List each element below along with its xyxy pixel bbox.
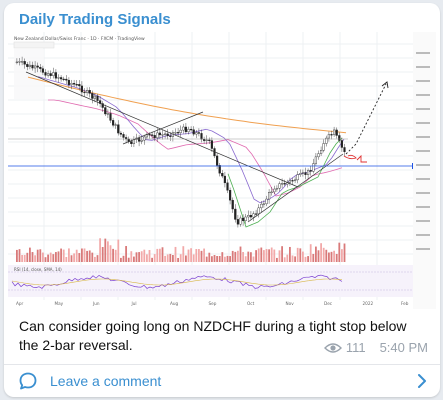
view-count: 111 bbox=[345, 340, 366, 355]
trendline-up bbox=[247, 153, 344, 223]
x-axis-label: Dec bbox=[324, 301, 333, 306]
message-text: Can consider going long on NZDCHF during… bbox=[19, 318, 407, 353]
stop-annotation bbox=[343, 154, 367, 163]
channel-name[interactable]: Daily Trading Signals bbox=[19, 11, 171, 28]
x-axis-label: May bbox=[55, 301, 64, 306]
ma-orange-line bbox=[27, 76, 347, 134]
tradingview-chart: New Zealand Dollar/Swiss Franc · 1D · FX… bbox=[8, 32, 436, 309]
time-axis: Apr May Jun Jul Aug Sep Oct Nov Dec 2022 Feb bbox=[16, 301, 409, 306]
rsi-signal-line bbox=[11, 278, 343, 286]
projection-dashed-line bbox=[345, 83, 387, 155]
projection-arrow bbox=[381, 81, 389, 89]
divider bbox=[4, 364, 440, 365]
x-axis-label: Apr bbox=[16, 301, 24, 306]
chart-header: New Zealand Dollar/Swiss Franc · 1D · FX… bbox=[14, 36, 145, 42]
x-axis-label: Jun bbox=[92, 301, 100, 306]
rsi-label: RSI (14, close, SMA, 14) bbox=[14, 267, 62, 272]
candlesticks bbox=[15, 56, 346, 228]
rsi-line bbox=[11, 274, 343, 289]
volume-bars bbox=[16, 238, 346, 262]
message-card: Daily Trading Signals New Zealand Dollar… bbox=[4, 3, 440, 397]
x-axis-label: Feb bbox=[401, 301, 409, 306]
ma-green-line bbox=[227, 137, 343, 228]
chart-indicator-list bbox=[14, 49, 44, 99]
message-meta: 111 5:40 PM bbox=[323, 340, 428, 355]
comment-bubble-icon bbox=[19, 372, 37, 390]
leave-comment-button[interactable]: Leave a comment bbox=[4, 365, 440, 397]
x-axis-label: Sep bbox=[209, 301, 217, 306]
trendline-down bbox=[25, 71, 299, 188]
chevron-right-icon bbox=[418, 374, 426, 388]
eye-icon bbox=[323, 342, 342, 353]
message-time: 5:40 PM bbox=[379, 340, 428, 355]
price-axis bbox=[413, 32, 436, 309]
chart-legend-box bbox=[13, 41, 55, 49]
ma-pink-line bbox=[48, 99, 343, 197]
x-axis-label: Aug bbox=[170, 301, 179, 306]
x-axis-label: 2022 bbox=[363, 301, 374, 306]
rsi-panel bbox=[8, 265, 413, 297]
x-axis-label: Jul bbox=[131, 301, 137, 306]
trendline-flag bbox=[122, 111, 204, 145]
chart-image[interactable]: New Zealand Dollar/Swiss Franc · 1D · FX… bbox=[8, 32, 436, 309]
x-axis-label: Oct bbox=[247, 301, 255, 306]
leave-comment-label: Leave a comment bbox=[50, 373, 162, 389]
x-axis-label: Nov bbox=[286, 301, 295, 306]
